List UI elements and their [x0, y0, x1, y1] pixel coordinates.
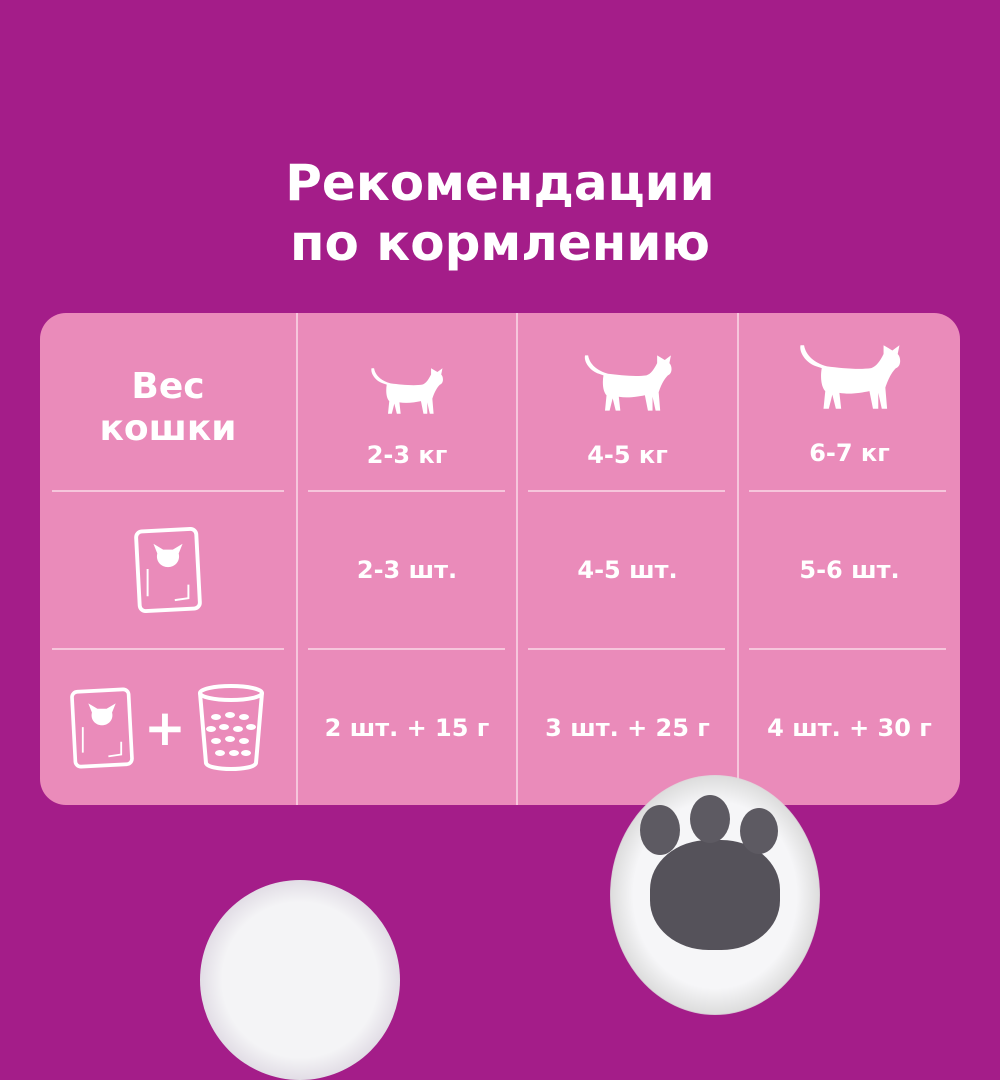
row-divider	[308, 490, 505, 492]
mixed-amount: 3 шт. + 25 г	[545, 713, 710, 742]
row-divider	[749, 648, 946, 650]
row-divider	[308, 648, 505, 650]
large-cat-icon	[797, 333, 903, 421]
mixed-amount: 4 шт. + 30 г	[767, 713, 932, 742]
pouch-icon	[134, 525, 202, 615]
page-title-line2: по кормлению	[290, 214, 710, 272]
pouch-icon	[70, 684, 134, 772]
row-divider	[52, 490, 284, 492]
row-divider	[749, 490, 946, 492]
weight-value: 2-3 кг	[366, 441, 448, 469]
medium-cat-icon	[582, 345, 674, 421]
column-divider	[516, 313, 518, 805]
pouch-row-label	[40, 492, 296, 648]
weight-header-line1: Вес	[131, 366, 205, 407]
row-divider	[52, 648, 284, 650]
mixed-row-label: +	[40, 650, 296, 805]
column-divider	[737, 313, 739, 805]
pouch-amount: 5-6 шт.	[799, 556, 900, 584]
mixed-amount: 2 шт. + 15 г	[324, 713, 490, 742]
pouch-amount: 2-3 шт.	[356, 556, 458, 584]
row-divider	[528, 648, 725, 650]
column-divider	[296, 313, 298, 805]
pouch-amount: 4-5 шт.	[577, 556, 678, 584]
weight-header: Вес кошки	[40, 353, 296, 463]
page-title-line1: Рекомендации	[285, 154, 715, 212]
weight-header-line2: кошки	[99, 408, 237, 449]
column-header-small: 2-3 кг	[298, 353, 516, 493]
column-header-large: 6-7 кг	[739, 333, 960, 493]
row-divider	[528, 490, 725, 492]
dry-food-cup-icon	[196, 683, 266, 773]
feeding-table: Вес кошки 2-3 кг 4-5 кг 6-7 кг 2-3 шт. 4…	[40, 313, 960, 805]
plus-icon: +	[144, 698, 186, 757]
column-header-medium: 4-5 кг	[518, 343, 737, 493]
small-cat-icon	[369, 365, 445, 417]
weight-value: 4-5 кг	[587, 441, 668, 469]
weight-value: 6-7 кг	[809, 439, 890, 467]
